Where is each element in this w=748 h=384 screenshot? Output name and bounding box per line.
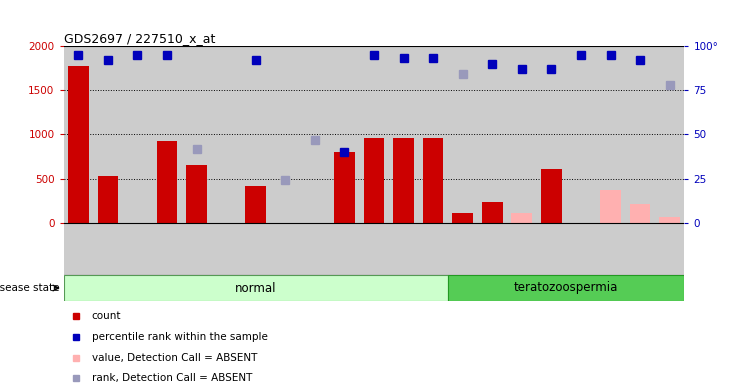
Bar (359, 46, 389, 223)
Bar (300, 46, 330, 223)
Bar (271, 223, 300, 275)
Bar (536, 46, 566, 223)
Bar (182, 46, 212, 223)
Bar (536, 223, 566, 275)
Bar (595, 223, 625, 275)
Bar (123, 223, 153, 275)
Bar (156, 141, 177, 223)
Bar (482, 202, 503, 223)
Bar (245, 186, 266, 223)
Text: teratozoospermia: teratozoospermia (514, 281, 619, 295)
Bar (566, 46, 595, 223)
Bar (94, 223, 123, 275)
Bar (418, 223, 448, 275)
Bar (625, 46, 654, 223)
Bar (654, 223, 684, 275)
Bar (600, 190, 621, 223)
Bar (153, 46, 182, 223)
Bar (448, 46, 477, 223)
Text: value, Detection Call = ABSENT: value, Detection Call = ABSENT (91, 353, 257, 362)
Bar (418, 46, 448, 223)
Bar (541, 169, 562, 223)
Bar (64, 223, 94, 275)
Bar (300, 223, 330, 275)
Bar (330, 46, 359, 223)
Bar (393, 138, 414, 223)
Text: rank, Detection Call = ABSENT: rank, Detection Call = ABSENT (91, 373, 252, 383)
Bar (212, 46, 241, 223)
Bar (477, 223, 507, 275)
Bar (630, 204, 651, 223)
Bar (97, 176, 118, 223)
Bar (448, 275, 684, 301)
Bar (94, 46, 123, 223)
Text: GDS2697 / 227510_x_at: GDS2697 / 227510_x_at (64, 32, 215, 45)
Bar (123, 46, 153, 223)
Bar (566, 223, 595, 275)
Text: disease state: disease state (0, 283, 60, 293)
Text: normal: normal (235, 281, 277, 295)
Bar (330, 223, 359, 275)
Bar (625, 223, 654, 275)
Text: count: count (91, 311, 121, 321)
Bar (186, 165, 207, 223)
Bar (453, 213, 473, 223)
Bar (448, 223, 477, 275)
Text: percentile rank within the sample: percentile rank within the sample (91, 332, 267, 342)
Bar (68, 66, 89, 223)
Bar (212, 223, 241, 275)
Bar (64, 46, 94, 223)
Bar (512, 213, 532, 223)
Bar (182, 223, 212, 275)
Bar (364, 138, 384, 223)
Bar (153, 223, 182, 275)
Bar (507, 46, 536, 223)
Bar (654, 46, 684, 223)
Bar (389, 46, 418, 223)
Bar (359, 223, 389, 275)
Bar (595, 46, 625, 223)
Bar (659, 217, 680, 223)
Bar (334, 152, 355, 223)
Bar (423, 138, 444, 223)
Bar (389, 223, 418, 275)
Bar (241, 46, 271, 223)
Bar (64, 275, 448, 301)
Bar (507, 223, 536, 275)
Bar (477, 46, 507, 223)
Bar (241, 223, 271, 275)
Bar (271, 46, 300, 223)
